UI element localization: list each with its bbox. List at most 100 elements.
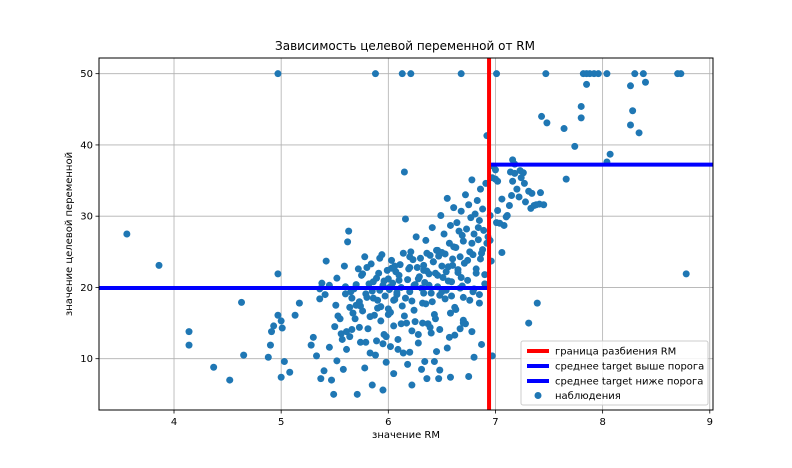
data-point	[400, 168, 408, 176]
data-point	[406, 288, 414, 296]
data-point	[444, 277, 452, 285]
data-point	[493, 219, 501, 227]
data-point	[451, 331, 459, 339]
data-point	[359, 270, 367, 278]
data-point	[408, 297, 416, 305]
data-point	[433, 348, 441, 356]
data-point	[373, 337, 381, 345]
data-point	[420, 261, 428, 269]
data-point	[384, 311, 392, 319]
data-point	[381, 292, 389, 300]
data-point	[345, 227, 353, 235]
data-point	[406, 253, 414, 261]
data-point	[629, 107, 637, 115]
data-point	[641, 78, 649, 86]
data-point	[391, 262, 399, 270]
data-point	[583, 80, 591, 88]
data-point	[459, 319, 467, 327]
data-point	[606, 150, 614, 158]
data-point	[377, 303, 385, 311]
data-point	[428, 298, 436, 306]
data-point	[498, 249, 506, 257]
data-point	[390, 296, 398, 304]
data-point	[330, 390, 338, 398]
data-point	[377, 317, 385, 325]
data-point	[397, 320, 405, 328]
data-point	[264, 353, 272, 361]
data-point	[320, 367, 328, 375]
data-point	[376, 254, 384, 262]
data-point	[348, 325, 356, 333]
data-point	[396, 261, 404, 269]
data-point	[343, 345, 351, 353]
data-point	[429, 258, 437, 266]
data-point	[577, 102, 585, 110]
data-point	[473, 197, 481, 205]
legend-points-swatch	[534, 392, 542, 399]
data-point	[533, 299, 541, 307]
legend-split-label: граница разбиения RM	[555, 347, 676, 358]
data-point	[322, 257, 330, 265]
data-point	[333, 274, 341, 282]
data-point	[446, 373, 454, 381]
data-point	[427, 289, 435, 297]
data-point	[382, 358, 390, 366]
data-point	[421, 358, 429, 366]
data-point	[349, 309, 357, 317]
y-tick-label: 20	[80, 283, 93, 294]
data-point	[318, 279, 326, 287]
data-point	[639, 70, 647, 78]
data-point	[268, 328, 276, 336]
data-point	[538, 112, 546, 120]
x-tick-label: 4	[171, 417, 177, 428]
data-point	[626, 82, 634, 90]
data-point	[406, 348, 414, 356]
data-point	[274, 311, 282, 319]
data-point	[456, 253, 464, 261]
data-point	[542, 70, 550, 78]
data-point	[540, 201, 548, 209]
data-point	[368, 381, 376, 389]
data-point	[511, 169, 519, 177]
data-point	[479, 205, 487, 213]
data-point	[453, 219, 461, 227]
data-point	[414, 339, 422, 347]
data-point	[427, 329, 435, 337]
data-point	[277, 317, 285, 325]
data-point	[452, 306, 460, 314]
data-point	[280, 358, 288, 366]
data-point	[422, 300, 430, 308]
data-point	[577, 114, 585, 122]
data-point	[371, 351, 379, 359]
data-point	[413, 263, 421, 271]
data-point	[439, 273, 447, 281]
data-point	[344, 238, 352, 246]
data-point	[471, 210, 479, 218]
data-point	[560, 125, 568, 133]
data-point	[362, 338, 370, 346]
data-point	[438, 262, 446, 270]
data-point	[380, 330, 388, 338]
data-point	[274, 70, 282, 78]
data-point	[513, 185, 521, 193]
data-point	[456, 325, 464, 333]
data-point	[375, 269, 383, 277]
data-point	[404, 276, 412, 284]
data-point	[403, 319, 411, 327]
data-point	[414, 330, 422, 338]
data-point	[450, 204, 458, 212]
data-point	[440, 230, 448, 238]
data-point	[313, 352, 321, 360]
data-point	[436, 325, 444, 333]
data-point	[505, 201, 513, 209]
data-point	[331, 323, 339, 331]
data-point	[571, 142, 579, 150]
data-point	[536, 189, 544, 197]
data-point	[286, 368, 294, 376]
data-point	[461, 191, 469, 199]
data-point	[341, 290, 349, 298]
data-point	[307, 341, 315, 349]
y-tick-label: 30	[80, 212, 93, 223]
legend-points-label: наблюдения	[555, 391, 621, 402]
data-point	[443, 344, 451, 352]
